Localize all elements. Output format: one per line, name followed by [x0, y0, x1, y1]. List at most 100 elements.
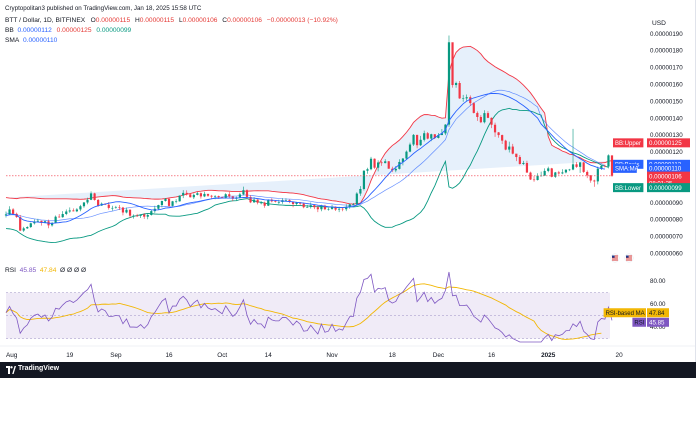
candle-body: [377, 162, 380, 168]
candle-body: [136, 215, 139, 217]
symbol-legend-row: BTT / Dollar, 1D, BITFINEX O0.00000115 H…: [5, 16, 338, 26]
candle-body: [394, 168, 397, 171]
candle-body: [89, 193, 93, 200]
candle-body: [338, 208, 341, 210]
candle-body: [114, 207, 117, 209]
candle-body: [213, 196, 217, 197]
candle-body: [128, 209, 132, 216]
candle-body: [426, 133, 429, 139]
candle-body: [192, 194, 195, 198]
badge-label: BB:Lower: [615, 186, 641, 192]
candle-body: [284, 200, 288, 201]
candle-body: [476, 112, 479, 117]
candle-body: [36, 220, 39, 222]
candle-body: [61, 214, 64, 218]
candle-body: [231, 196, 234, 199]
candle-body: [373, 158, 376, 168]
candle-body: [440, 133, 443, 136]
us-flag-stripe: [626, 257, 632, 259]
candle-body: [178, 195, 181, 202]
price-tick-label: 0.00000160: [650, 82, 683, 89]
us-flag-stripe: [626, 255, 632, 257]
us-flag-stripe: [612, 259, 618, 261]
us-flag-stripe: [612, 257, 618, 259]
candle-body: [245, 190, 249, 197]
sma-legend-row[interactable]: SMA 0.00000110: [5, 36, 338, 46]
badge-value-bg: [647, 163, 690, 173]
badge-label: BB:Upper: [615, 141, 641, 147]
price-tick-label: 0.00000180: [650, 48, 683, 55]
badge-label-bg: [613, 183, 644, 193]
candle-body: [210, 195, 213, 197]
candle-body: [82, 202, 86, 207]
candle-body: [26, 227, 29, 229]
bb-legend-row[interactable]: BB 0.00000112 0.00000125 0.00000099: [5, 26, 338, 36]
publish-info: Cryptopolitan3 published on TradingView.…: [5, 5, 202, 12]
candle-body: [369, 158, 373, 170]
rsi-badge-label: RSI: [634, 320, 644, 326]
rsi-axis[interactable]: 40.00 60.00 80.00: [650, 278, 666, 331]
candle-body: [107, 204, 110, 208]
candle-body: [11, 209, 15, 214]
us-flag-stripe: [626, 259, 632, 261]
candle-body: [579, 162, 582, 167]
candle-body: [313, 205, 316, 208]
time-tick-label: Sep: [110, 352, 122, 359]
candle-body: [571, 164, 575, 170]
candle-body: [160, 200, 164, 206]
badge-value: 0.00000110: [649, 166, 682, 173]
candle-body: [75, 209, 78, 212]
candle-body: [323, 205, 327, 210]
candle-body: [398, 161, 401, 169]
rsi-legend[interactable]: RSI 45.85 47.84 Ø Ø Ø Ø: [5, 267, 86, 274]
time-axis[interactable]: Aug 19 Sep 16 Oct 14 Nov 18 Dec 16 2025 20: [0, 345, 696, 359]
candle-body: [327, 208, 330, 210]
candle-body: [472, 103, 475, 113]
time-tick-label: 16: [165, 352, 173, 359]
candle-body: [586, 171, 589, 176]
candle-body: [263, 202, 266, 206]
candle-body: [288, 200, 291, 202]
candle-body: [454, 83, 458, 86]
candle-body: [146, 215, 149, 217]
symbol-name[interactable]: BTT / Dollar, 1D, BITFINEX: [5, 17, 86, 24]
currency-label[interactable]: USD: [652, 20, 666, 27]
candle-body: [217, 196, 220, 198]
ohlc-high-label: H: [134, 17, 140, 24]
rsi-tick-label: 60.00: [650, 301, 666, 308]
candle-body: [238, 194, 241, 198]
candle-body: [522, 162, 525, 164]
candle-body: [182, 192, 185, 196]
ohlc-low-value: 0.00000106: [182, 17, 218, 24]
candle-body: [224, 194, 227, 199]
candle-body: [185, 192, 188, 195]
candle-body: [465, 97, 468, 99]
price-change: −0.00000013 (−10.92%): [266, 17, 338, 24]
badge-value: 0.00000099: [649, 185, 682, 192]
candle-body: [252, 199, 256, 203]
candle-body: [511, 146, 514, 154]
candle-body: [274, 201, 277, 202]
price-tick-label: 0.00000070: [650, 234, 683, 241]
price-tick-label: 0.00000130: [650, 132, 683, 139]
candle-body: [203, 193, 206, 197]
candle-body: [458, 83, 461, 99]
candle-body: [575, 164, 578, 167]
sma-legend-value: 0.00000110: [22, 37, 58, 44]
candle-body: [302, 203, 305, 208]
chart-canvas[interactable]: 0.00000060 0.00000070 0.00000080 0.00000090…: [0, 0, 696, 362]
badge-label: SMA:MA: [615, 167, 639, 173]
rsi-legend-label: RSI: [5, 267, 16, 274]
us-flag-canton: [612, 255, 615, 258]
main-legend: BTT / Dollar, 1D, BITFINEX O0.00000115 H…: [5, 16, 338, 46]
rsi-badge-value-bg: [647, 308, 669, 318]
axis-badges: BB:Upper0.00000125BB:Basis0.00000112SMA:…: [603, 138, 690, 327]
publish-bar: Cryptopolitan3 published on TradingView.…: [0, 0, 696, 16]
candle-body: [150, 211, 153, 216]
candle-body: [610, 155, 614, 176]
candle-body: [125, 209, 128, 213]
candle-body: [497, 132, 500, 136]
candle-body: [352, 204, 355, 205]
candle-body: [504, 140, 507, 150]
candle-body: [451, 42, 454, 86]
